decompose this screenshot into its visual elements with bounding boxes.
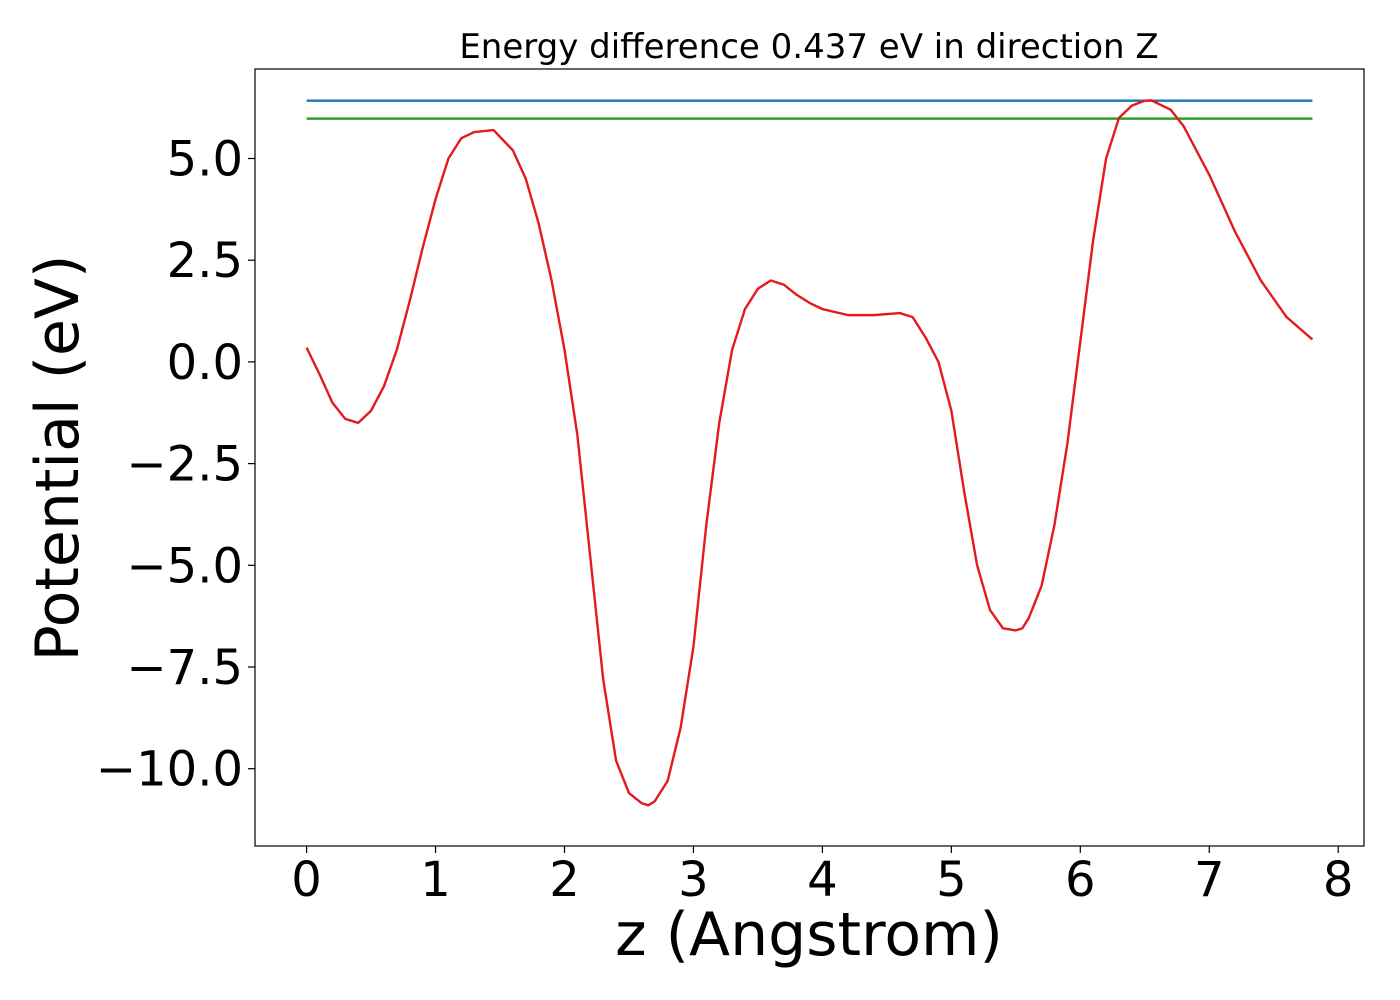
plot-frame bbox=[254, 68, 1365, 847]
x-axis-ticks: 0 1 2 3 4 5 6 7 8 bbox=[291, 846, 1353, 908]
y-tick-label: 2.5 bbox=[167, 233, 243, 289]
x-tick-label: 5 bbox=[936, 852, 967, 908]
y-tick-label: 5.0 bbox=[167, 131, 243, 187]
y-axis-label: Potential (eV) bbox=[23, 255, 93, 662]
x-axis-label: z (Angstrom) bbox=[615, 900, 1003, 970]
x-tick-label: 2 bbox=[549, 852, 580, 908]
x-tick-label: 4 bbox=[807, 852, 838, 908]
y-tick-label: −7.5 bbox=[126, 640, 243, 696]
y-tick-label: −2.5 bbox=[126, 437, 243, 493]
x-tick-label: 8 bbox=[1323, 852, 1354, 908]
x-tick-label: 0 bbox=[291, 852, 322, 908]
x-tick-label: 7 bbox=[1194, 852, 1225, 908]
series-line-2 bbox=[305, 99, 1314, 807]
y-tick-label: −5.0 bbox=[126, 538, 243, 594]
x-tick-label: 3 bbox=[678, 852, 709, 908]
series-layer bbox=[305, 99, 1314, 807]
y-axis-ticks: 5.0 2.5 0.0 −2.5 −5.0 −7.5 −10.0 bbox=[96, 131, 255, 798]
y-tick-label: 0.0 bbox=[167, 335, 243, 391]
chart-title: Energy difference 0.437 eV in direction … bbox=[459, 27, 1158, 67]
x-tick-label: 6 bbox=[1065, 852, 1096, 908]
y-tick-label: −10.0 bbox=[96, 742, 243, 798]
x-tick-label: 1 bbox=[420, 852, 451, 908]
